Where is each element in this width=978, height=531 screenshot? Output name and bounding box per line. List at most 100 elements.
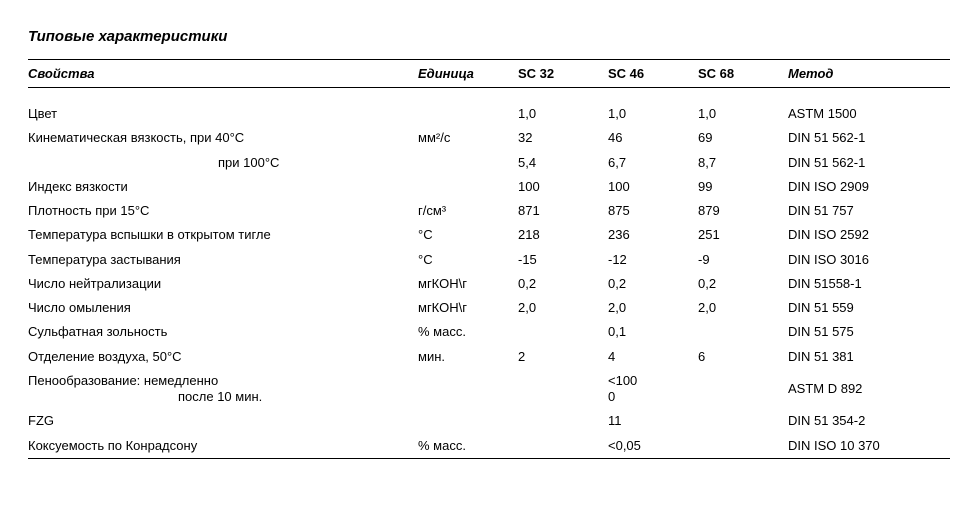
cell-v2: 46 [608,126,698,150]
cell-property: Плотность при 15°C [28,199,418,223]
table-row: Температура застывания °C -15 -12 -9 DIN… [28,248,950,272]
cell-v2: 6,7 [608,151,698,175]
cell-unit: % масс. [418,320,518,344]
cell-v3: 8,7 [698,151,788,175]
cell-v2: 100 [608,175,698,199]
cell-method: DIN ISO 3016 [788,248,950,272]
cell-v3: 69 [698,126,788,150]
table-header-row: Свойства Единица SC 32 SC 46 SC 68 Метод [28,60,950,88]
cell-v2: 1,0 [608,102,698,126]
cell-v3: 2,0 [698,296,788,320]
cell-v1: 871 [518,199,608,223]
cell-v2: <100 0 [608,369,698,410]
cell-v3: 0,2 [698,272,788,296]
cell-method: DIN 51 381 [788,345,950,369]
cell-unit: °C [418,223,518,247]
table-row: Плотность при 15°C г/см³ 871 875 879 DIN… [28,199,950,223]
cell-property: Кинематическая вязкость, при 40°C [28,126,418,150]
cell-v3 [698,369,788,410]
table-row: Температура вспышки в открытом тигле °C … [28,223,950,247]
spec-table: Свойства Единица SC 32 SC 46 SC 68 Метод… [28,59,950,459]
spacer-row [28,88,950,103]
cell-property: Отделение воздуха, 50°C [28,345,418,369]
cell-unit: % масс. [418,434,518,459]
cell-v1: 100 [518,175,608,199]
cell-method: DIN 51 575 [788,320,950,344]
table-row: Сульфатная зольность % масс. 0,1 DIN 51 … [28,320,950,344]
cell-property: Температура застывания [28,248,418,272]
cell-property: Индекс вязкости [28,175,418,199]
cell-unit: мгКОН\г [418,272,518,296]
th-col-1: SC 32 [518,60,608,88]
cell-property: Цвет [28,102,418,126]
cell-unit [418,102,518,126]
cell-method: DIN ISO 2592 [788,223,950,247]
cell-method: ASTM 1500 [788,102,950,126]
cell-unit: мм²/с [418,126,518,150]
cell-v2: 2,0 [608,296,698,320]
cell-v3 [698,409,788,433]
cell-v1: 2,0 [518,296,608,320]
cell-v1: 2 [518,345,608,369]
cell-property: Число омыления [28,296,418,320]
th-method: Метод [788,60,950,88]
cell-method: ASTM D 892 [788,369,950,410]
cell-method: DIN 51 757 [788,199,950,223]
cell-unit: г/см³ [418,199,518,223]
cell-method: DIN ISO 10 370 [788,434,950,459]
cell-property: Пенообразование: немедленно после 10 мин… [28,369,418,410]
cell-unit: мгКОН\г [418,296,518,320]
cell-v2-line2: 0 [608,389,615,404]
cell-method: DIN 51558-1 [788,272,950,296]
cell-v1: 1,0 [518,102,608,126]
table-row: Кинематическая вязкость, при 40°C мм²/с … [28,126,950,150]
cell-property-line2: после 10 мин. [28,389,262,405]
cell-v3: -9 [698,248,788,272]
cell-v3: 1,0 [698,102,788,126]
cell-unit [418,409,518,433]
cell-v1 [518,409,608,433]
cell-property: Сульфатная зольность [28,320,418,344]
cell-v3: 879 [698,199,788,223]
cell-v2: 236 [608,223,698,247]
cell-v2: 0,2 [608,272,698,296]
cell-property: Коксуемость по Конрадсону [28,434,418,459]
cell-v3: 251 [698,223,788,247]
cell-v2: 11 [608,409,698,433]
cell-method: DIN 51 559 [788,296,950,320]
cell-unit [418,175,518,199]
table-row: Отделение воздуха, 50°C мин. 2 4 6 DIN 5… [28,345,950,369]
page-title: Типовые характеристики [28,28,950,45]
cell-property: FZG [28,409,418,433]
cell-unit: °C [418,248,518,272]
table-row: Число нейтрализации мгКОН\г 0,2 0,2 0,2 … [28,272,950,296]
table-body: Цвет 1,0 1,0 1,0 ASTM 1500 Кинематическа… [28,88,950,459]
table-row: Цвет 1,0 1,0 1,0 ASTM 1500 [28,102,950,126]
table-row: Индекс вязкости 100 100 99 DIN ISO 2909 [28,175,950,199]
spec-sheet: Типовые характеристики Свойства Единица … [0,0,978,479]
cell-v1 [518,320,608,344]
cell-v2: -12 [608,248,698,272]
cell-property-line1: Пенообразование: немедленно [28,373,218,388]
cell-v2: 0,1 [608,320,698,344]
table-row: Число омыления мгКОН\г 2,0 2,0 2,0 DIN 5… [28,296,950,320]
th-col-3: SC 68 [698,60,788,88]
cell-v2-line1: <100 [608,373,637,388]
cell-v1 [518,434,608,459]
cell-v1: 32 [518,126,608,150]
cell-property: Число нейтрализации [28,272,418,296]
table-row: Коксуемость по Конрадсону % масс. <0,05 … [28,434,950,459]
table-row: Пенообразование: немедленно после 10 мин… [28,369,950,410]
cell-method: DIN 51 562-1 [788,126,950,150]
cell-unit: мин. [418,345,518,369]
cell-property: Температура вспышки в открытом тигле [28,223,418,247]
cell-method: DIN 51 562-1 [788,151,950,175]
th-unit: Единица [418,60,518,88]
cell-v3: 6 [698,345,788,369]
cell-method: DIN ISO 2909 [788,175,950,199]
cell-v3: 99 [698,175,788,199]
cell-property-indent: при 100°C [28,155,279,171]
table-row: при 100°C 5,4 6,7 8,7 DIN 51 562-1 [28,151,950,175]
cell-v2: <0,05 [608,434,698,459]
cell-v3 [698,320,788,344]
